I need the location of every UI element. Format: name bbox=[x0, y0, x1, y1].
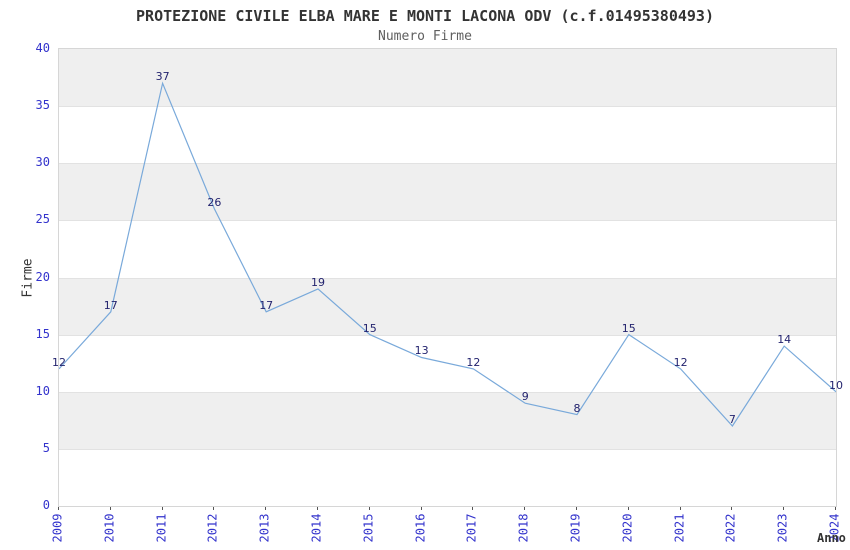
y-tick-label: 30 bbox=[35, 155, 50, 170]
x-tick-label: 2023 bbox=[775, 513, 790, 543]
plot-band bbox=[59, 277, 836, 335]
x-tick-mark bbox=[472, 507, 474, 510]
x-tick-mark bbox=[265, 507, 267, 510]
plot-band bbox=[59, 163, 836, 221]
y-tick-label: 0 bbox=[42, 498, 50, 512]
x-tick-mark bbox=[627, 507, 629, 510]
x-tick-mark bbox=[835, 507, 836, 510]
point-label: 17 bbox=[259, 298, 274, 312]
x-tick-mark bbox=[576, 507, 577, 510]
gridline bbox=[59, 392, 836, 393]
series-polyline bbox=[59, 81, 836, 427]
point-label: 8 bbox=[573, 401, 581, 415]
point-label: 13 bbox=[414, 344, 429, 358]
plot-area: 12 17 37 26 17 19 15 13 12 9 8 15 12 7 14 10 bbox=[52, 48, 843, 507]
point-label: 19 bbox=[311, 275, 325, 289]
x-tick-label: 2022 bbox=[723, 513, 738, 543]
x-tick-label: 2020 bbox=[620, 513, 635, 543]
x-tick-mark bbox=[783, 507, 785, 510]
x-tick-label: 2016 bbox=[413, 513, 428, 543]
x-axis-title: Anno bbox=[817, 531, 846, 545]
gridline bbox=[59, 278, 836, 279]
chart-subtitle: Numero Firme bbox=[378, 29, 472, 44]
y-tick-label: 20 bbox=[35, 269, 50, 284]
x-tick-label: 2018 bbox=[516, 513, 531, 543]
point-label: 12 bbox=[466, 355, 481, 369]
x-tick-mark bbox=[161, 507, 163, 510]
x-tick-label: 2013 bbox=[257, 513, 272, 543]
y-tick-label: 40 bbox=[35, 41, 50, 55]
point-label: 9 bbox=[521, 390, 529, 404]
x-tick-mark bbox=[368, 507, 370, 510]
x-tick-label: 2010 bbox=[102, 513, 117, 543]
gridline bbox=[59, 449, 836, 450]
gridline bbox=[59, 163, 836, 164]
y-tick-label: 25 bbox=[35, 212, 50, 227]
x-tick-label: 2009 bbox=[50, 513, 65, 543]
x-tick-mark bbox=[109, 507, 111, 510]
gridline bbox=[59, 106, 836, 107]
x-tick-label: 2019 bbox=[568, 513, 583, 543]
x-tick-label: 2021 bbox=[672, 513, 687, 543]
gridline bbox=[59, 335, 836, 336]
point-label: 37 bbox=[155, 70, 170, 84]
x-tick-label: 2014 bbox=[309, 513, 324, 543]
x-tick-label: 2015 bbox=[361, 513, 376, 543]
plot-band bbox=[59, 49, 836, 107]
x-tick-mark bbox=[58, 507, 59, 510]
x-tick-label: 2012 bbox=[205, 513, 220, 543]
x-tick-mark bbox=[524, 507, 526, 510]
x-tick-label: 2011 bbox=[154, 513, 169, 543]
y-tick-label: 5 bbox=[42, 440, 50, 455]
x-tick-mark bbox=[679, 507, 681, 510]
chart-title: PROTEZIONE CIVILE ELBA MARE E MONTI LACO… bbox=[136, 7, 714, 25]
x-tick-label: 2017 bbox=[464, 513, 479, 543]
point-label: 14 bbox=[777, 333, 792, 347]
y-tick-label: 15 bbox=[35, 326, 50, 341]
gridline bbox=[59, 220, 836, 221]
point-label: 10 bbox=[829, 378, 843, 392]
point-label: 17 bbox=[103, 298, 118, 312]
x-tick-mark bbox=[213, 507, 215, 510]
point-label: 12 bbox=[52, 355, 66, 369]
x-tick-mark bbox=[731, 507, 733, 510]
point-label: 15 bbox=[621, 321, 636, 335]
y-tick-label: 10 bbox=[35, 383, 50, 398]
plot-band bbox=[59, 391, 836, 449]
y-tick-label: 35 bbox=[35, 98, 50, 113]
x-tick-mark bbox=[317, 507, 318, 510]
point-label: 12 bbox=[673, 355, 688, 369]
point-label: 7 bbox=[728, 413, 736, 427]
line-series bbox=[59, 81, 836, 427]
x-tick-mark bbox=[420, 507, 422, 510]
point-label: 15 bbox=[362, 321, 377, 335]
point-label: 26 bbox=[207, 195, 222, 209]
